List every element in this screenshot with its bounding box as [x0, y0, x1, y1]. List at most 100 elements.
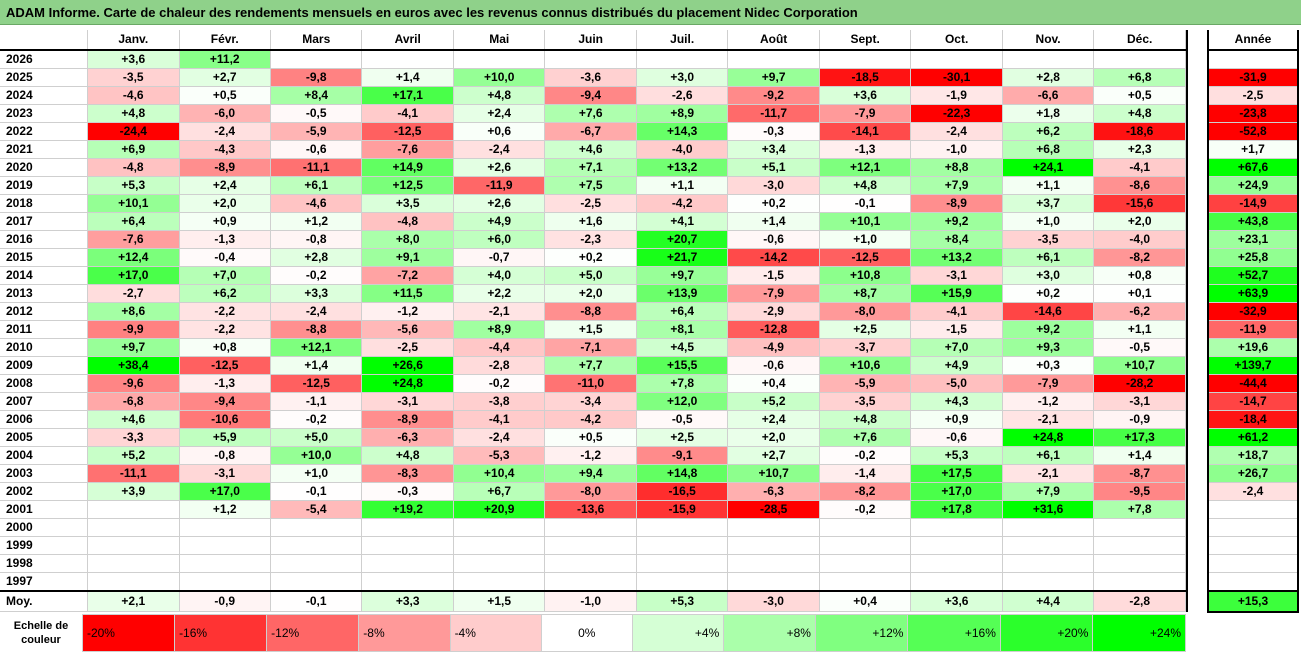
- month-cell: -7,9: [727, 284, 820, 303]
- month-cell: -8,9: [178, 158, 272, 177]
- month-cell: -0,7: [452, 248, 546, 267]
- annual-row: -52,8: [1208, 122, 1298, 141]
- year-label: 2011: [0, 320, 89, 339]
- month-cell: +3,3: [269, 284, 363, 303]
- year-row: 2000: [0, 518, 1186, 537]
- month-cell: +10,1: [87, 194, 180, 213]
- month-cell: +1,2: [178, 500, 272, 519]
- month-cell: +11,2: [178, 49, 272, 69]
- month-cell: +6,2: [1001, 122, 1095, 141]
- month-cell: +0,2: [727, 194, 820, 213]
- month-cell: [178, 572, 272, 592]
- month-cell: -2,6: [635, 86, 729, 105]
- month-cell: [818, 49, 912, 69]
- year-row: 2022 -24,4 -2,4 -5,9 -12,5 +0,6 -6,7 +14,3 -0,3-…: [0, 122, 1186, 141]
- annual-header: Année: [1208, 30, 1298, 51]
- month-cell: +1,8: [1001, 104, 1095, 123]
- month-cell: +5,1: [727, 158, 820, 177]
- month-cell: +2,3: [1093, 140, 1186, 159]
- month-cell: [452, 554, 546, 573]
- month-cell: [544, 554, 637, 573]
- month-cell: -8,6: [1093, 176, 1186, 195]
- annual-cell: +67,6: [1208, 158, 1298, 177]
- month-header: Juil.: [635, 30, 729, 51]
- annual-cell: +139,7: [1208, 356, 1298, 375]
- annual-row: -2,5: [1208, 86, 1298, 105]
- year-row: 2007 -6,8 -9,4 -1,1 -3,1 -3,8 -3,4 +12,0 +5,2 -3,…: [0, 392, 1186, 411]
- month-cell: +0,4: [727, 374, 820, 393]
- year-row: 2001 +1,2 -5,4 +19,2 +20,9 -13,6 -15,9 -28,5 -0,…: [0, 500, 1186, 519]
- year-label: 1997: [0, 572, 89, 592]
- annual-cell: -2,4: [1208, 482, 1298, 501]
- month-cell: +8,8: [910, 158, 1003, 177]
- month-cell: [818, 572, 912, 592]
- month-cell: +13,9: [635, 284, 729, 303]
- month-cell: -3,1: [1093, 392, 1186, 411]
- month-cell: -2,1: [452, 302, 546, 321]
- month-cell: [361, 49, 454, 69]
- annual-cell: +63,9: [1208, 284, 1298, 303]
- month-cell: +6,1: [1001, 446, 1095, 465]
- month-cell: -5,9: [818, 374, 912, 393]
- month-cell: +5,3: [910, 446, 1003, 465]
- month-cell: [635, 536, 729, 555]
- month-cell: -9,8: [269, 68, 363, 87]
- month-cell: +0,5: [178, 86, 272, 105]
- month-cell: +9,7: [635, 266, 729, 285]
- month-cell: -14,6: [1001, 302, 1095, 321]
- month-cell: -2,8: [452, 356, 546, 375]
- month-cell: -3,6: [544, 68, 637, 87]
- average-cell: +3,6: [910, 590, 1003, 612]
- month-cell: -2,4: [178, 122, 272, 141]
- month-cell: +4,3: [910, 392, 1003, 411]
- annual-row: +18,7: [1208, 446, 1298, 465]
- month-cell: +8,4: [910, 230, 1003, 249]
- year-row: 1997: [0, 572, 1186, 592]
- year-row: 2024 -4,6 +0,5 +8,4 +17,1 +4,8 -9,4 -2,6 -9,2 +3,…: [0, 86, 1186, 105]
- average-cell: -2,8: [1093, 590, 1186, 612]
- month-cell: +2,5: [818, 320, 912, 339]
- month-cell: [1001, 572, 1095, 592]
- average-cell: +1,5: [452, 590, 546, 612]
- year-row: 2004 +5,2 -0,8 +10,0 +4,8 -5,3 -1,2 -9,1 +2,7 -0,…: [0, 446, 1186, 465]
- month-cell: -8,0: [818, 302, 912, 321]
- month-cell: +17,0: [178, 482, 272, 501]
- annual-cell: -14,7: [1208, 392, 1298, 411]
- month-cell: +3,5: [361, 194, 454, 213]
- month-cell: +1,4: [269, 356, 363, 375]
- year-label: 2004: [0, 446, 89, 465]
- month-cell: -15,9: [635, 500, 729, 519]
- annual-cell: -31,9: [1208, 68, 1298, 87]
- annual-average-cell: +15,3: [1208, 590, 1298, 613]
- month-cell: -4,6: [269, 194, 363, 213]
- month-cell: -30,1: [910, 68, 1003, 87]
- month-cell: +9,4: [544, 464, 637, 483]
- month-cell: +8,7: [818, 284, 912, 303]
- month-cell: +1,5: [544, 320, 637, 339]
- month-cell: [727, 572, 820, 592]
- month-cell: +1,6: [544, 212, 637, 231]
- month-cell: +4,8: [818, 410, 912, 429]
- annual-row: +1,7: [1208, 140, 1298, 159]
- year-label: 2026: [0, 49, 89, 69]
- month-cell: +9,1: [361, 248, 454, 267]
- month-cell: -12,8: [727, 320, 820, 339]
- month-cell: -0,9: [1093, 410, 1186, 429]
- month-cell: [727, 49, 820, 69]
- month-cell: +1,0: [1001, 212, 1095, 231]
- month-cell: -6,0: [178, 104, 272, 123]
- month-cell: -0,2: [269, 410, 363, 429]
- average-label: Moy.: [0, 590, 89, 612]
- month-cell: [269, 554, 363, 573]
- month-cell: +15,5: [635, 356, 729, 375]
- year-row: 2023 +4,8 -6,0 -0,5 -4,1 +2,4 +7,6 +8,9 -11,7 -7,…: [0, 104, 1186, 123]
- month-cell: -4,2: [635, 194, 729, 213]
- annual-cell: -32,9: [1208, 302, 1298, 321]
- month-cell: [452, 518, 546, 537]
- month-cell: +1,1: [635, 176, 729, 195]
- month-cell: [635, 554, 729, 573]
- month-cell: +8,4: [269, 86, 363, 105]
- month-cell: +10,7: [1093, 356, 1186, 375]
- month-cell: +7,6: [544, 104, 637, 123]
- annual-row: -32,9: [1208, 302, 1298, 321]
